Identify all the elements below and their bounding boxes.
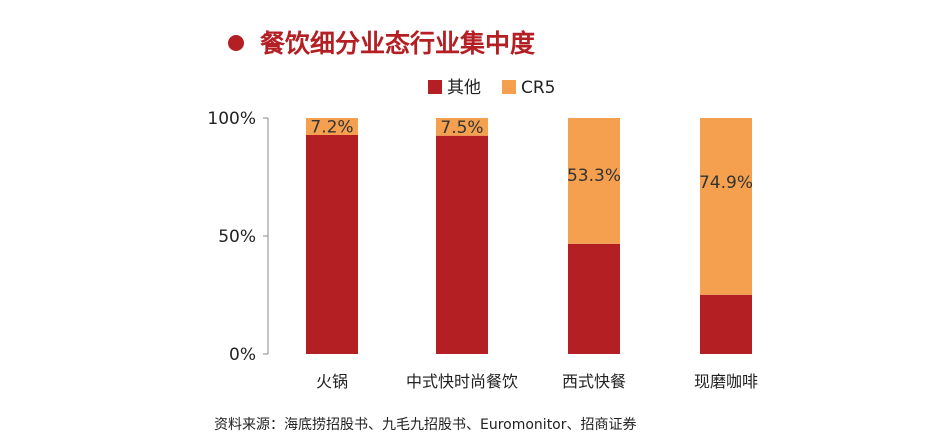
title-bullet-icon xyxy=(228,35,244,51)
y-tick-label: 100% xyxy=(207,109,256,129)
legend-label-1: CR5 xyxy=(521,78,556,98)
bar-segment xyxy=(568,243,620,354)
legend-label-0: 其他 xyxy=(447,78,481,98)
category-label: 火锅 xyxy=(316,372,348,391)
category-label: 中式快时尚餐饮 xyxy=(406,372,518,391)
legend: 其他 CR5 xyxy=(428,78,556,98)
bar-segment xyxy=(306,134,358,354)
category-label: 现磨咖啡 xyxy=(694,372,758,391)
source-note: 资料来源：海底捞招股书、九毛九招股书、Euromonitor、招商证券 xyxy=(214,417,637,433)
category-label: 西式快餐 xyxy=(562,372,626,391)
bar-segment xyxy=(568,118,620,244)
bar-segment xyxy=(700,118,752,295)
y-tick-label: 0% xyxy=(229,345,256,365)
data-label: 7.5% xyxy=(440,118,483,138)
x-axis-labels: 火锅 中式快时尚餐饮 西式快餐 现磨咖啡 xyxy=(316,372,758,391)
legend-swatch-1 xyxy=(502,80,516,94)
bar-segment xyxy=(700,294,752,354)
data-label: 7.2% xyxy=(310,117,353,137)
bar-segment xyxy=(306,118,358,135)
y-axis: 0% 50% 100% xyxy=(207,109,269,365)
bars: 7.2% 7.5% 53.3% 74.9% xyxy=(306,117,753,354)
data-label: 74.9% xyxy=(699,173,753,193)
chart-title: 餐饮细分业态行业集中度 xyxy=(260,29,535,58)
legend-swatch-0 xyxy=(428,80,442,94)
bar-segment xyxy=(436,135,488,354)
data-label: 53.3% xyxy=(567,166,621,186)
y-tick-label: 50% xyxy=(218,227,256,247)
bar-segment xyxy=(436,118,488,136)
